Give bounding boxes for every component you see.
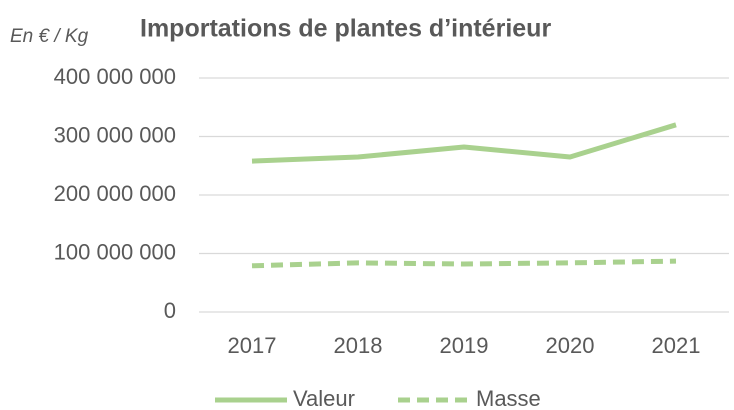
y-tick-label: 200 000 000 [54, 181, 176, 206]
series-line [251, 122, 677, 164]
x-tick-label: 2018 [334, 333, 383, 358]
series-line [251, 258, 677, 269]
chart-title: Importations de plantes d’intérieur [140, 15, 551, 43]
y-tick-label: 400 000 000 [54, 64, 176, 89]
y-tick-label: 300 000 000 [54, 122, 176, 147]
legend-label: Valeur [293, 386, 355, 410]
y-tick-label: 0 [164, 298, 176, 323]
y-axis-label: En € / Kg [10, 26, 89, 47]
x-tick-label: 2019 [440, 333, 489, 358]
x-tick-label: 2020 [546, 333, 595, 358]
x-tick-label: 2021 [652, 333, 701, 358]
y-tick-label: 100 000 000 [54, 239, 176, 264]
legend-label: Masse [476, 386, 541, 410]
x-tick-label: 2017 [228, 333, 277, 358]
